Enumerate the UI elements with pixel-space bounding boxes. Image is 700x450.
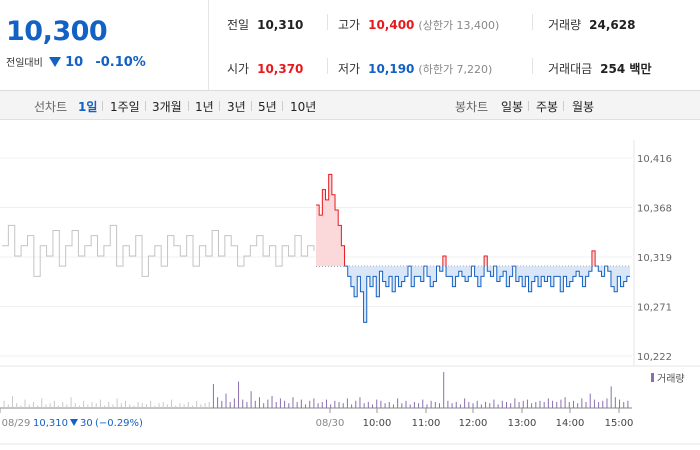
volume-value: 24,628 <box>589 18 636 32</box>
footer-down-triangle-icon <box>70 419 78 426</box>
prev-close-value: 10,310 <box>257 18 304 32</box>
x-tick-label: 15:00 <box>605 418 634 429</box>
high-value: 10,400 <box>368 18 415 32</box>
change-row: 전일대비 10 -0.10% <box>6 54 146 70</box>
x-tick-label: 11:00 <box>412 418 441 429</box>
x-tick-label: 13:00 <box>508 418 537 429</box>
y-tick-label: 10,416 <box>637 154 672 165</box>
x-tick-label: 14:00 <box>556 418 585 429</box>
prev-close-label: 전일 <box>227 18 250 32</box>
y-tick-label: 10,271 <box>637 303 672 314</box>
upper-limit: (상한가 13,400) <box>418 19 500 32</box>
lower-limit: (하한가 7,220) <box>418 63 493 76</box>
volume-legend-swatch <box>651 373 654 382</box>
chart-toolbar: 선차트 1일 1주일 3개월 1년 3년 5년 10년 봉차트 일봉 주봉 월봉 <box>0 91 700 120</box>
x-tick-label: 08/29 <box>2 418 31 429</box>
period-3y[interactable]: 3년 <box>227 100 246 114</box>
y-tick-label: 10,319 <box>637 253 672 264</box>
candle-chart-label: 봉차트 <box>455 100 489 114</box>
period-1y[interactable]: 1년 <box>195 100 214 114</box>
period-5y[interactable]: 5년 <box>258 100 277 114</box>
today-line-down <box>344 266 630 323</box>
prev-close-stat: 전일 10,310 <box>227 16 303 33</box>
open-label: 시가 <box>227 62 250 76</box>
quote-header: 10,300 전일대비 10 -0.10% 전일 10,310 고가 10,400(… <box>0 0 700 91</box>
low-stat: 저가 10,190 (하한가 7,220) <box>338 60 492 77</box>
current-price: 10,300 <box>6 16 108 47</box>
footer-change: 30 <box>80 418 93 429</box>
below-close-area <box>316 266 630 323</box>
volume-stat: 거래량 24,628 <box>548 16 635 33</box>
period-1w[interactable]: 1주일 <box>110 100 140 114</box>
period-3m[interactable]: 3개월 <box>152 100 182 114</box>
low-label: 저가 <box>338 62 361 76</box>
candle-daily[interactable]: 일봉 <box>501 100 524 114</box>
y-tick-label: 10,368 <box>637 204 672 215</box>
price-box: 10,300 전일대비 10 -0.10% <box>0 0 209 90</box>
change-value: 10 <box>65 55 84 70</box>
volume-legend-label: 거래량 <box>657 373 685 385</box>
low-value: 10,190 <box>368 62 415 76</box>
footer-close: 10,310 <box>33 418 68 429</box>
amount-stat: 거래대금 254 백만 <box>548 60 651 77</box>
amount-label: 거래대금 <box>548 62 593 76</box>
footer-percent: (−0.29%) <box>95 418 143 429</box>
volume-label: 거래량 <box>548 18 582 32</box>
previous-day-line <box>2 224 315 277</box>
down-triangle-icon <box>48 57 61 67</box>
candle-weekly[interactable]: 주봉 <box>536 100 559 114</box>
high-stat: 고가 10,400 (상한가 13,400) <box>338 16 499 33</box>
x-tick-label: 10:00 <box>363 418 392 429</box>
amount-value: 254 백만 <box>600 62 652 76</box>
high-label: 고가 <box>338 18 361 32</box>
open-value: 10,370 <box>257 62 304 76</box>
period-10y[interactable]: 10년 <box>290 100 317 114</box>
today-line-up <box>316 173 609 267</box>
x-tick-label: 12:00 <box>459 418 488 429</box>
open-stat: 시가 10,370 <box>227 60 303 77</box>
y-tick-label: 10,222 <box>637 352 672 363</box>
x-tick-label: 08/30 <box>316 418 345 429</box>
above-close-area <box>316 174 596 267</box>
change-label: 전일대비 <box>6 58 43 69</box>
change-percent: -0.10% <box>95 55 146 70</box>
period-1d[interactable]: 1일 <box>78 100 98 114</box>
line-chart-label: 선차트 <box>34 100 68 114</box>
candle-monthly[interactable]: 월봉 <box>572 100 595 114</box>
